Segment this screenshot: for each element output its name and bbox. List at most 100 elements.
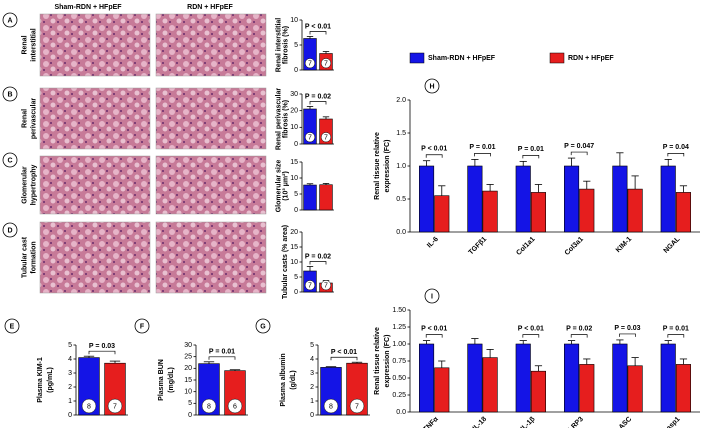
y-tick-label: 2 [68,384,72,391]
y-tick-label: 5 [310,342,314,349]
p-value: P = 0.02 [566,325,592,332]
y-axis-label: Renal tissue relative [374,327,381,395]
panel-letter: A [7,17,12,24]
legend-swatch [549,52,565,64]
row-label: Renal [21,109,28,128]
bar [419,165,435,233]
p-value: P = 0.02 [305,93,331,100]
n-label-circle [320,132,332,143]
significance-bracket [309,261,327,265]
p-value: P < 0.01 [331,349,357,356]
y-axis-label: (g/dL) [290,370,297,389]
error-bar [567,340,576,344]
y-tick-label: 15 [290,159,298,166]
histology-image [39,221,151,294]
y-axis-label: Plasma KIM-1 [37,357,44,403]
error-bar [631,357,639,366]
significance-bracket [474,153,491,157]
y-tick-label: 0.5 [396,196,406,203]
n-label: 8 [329,403,333,410]
significance-bracket [570,151,588,156]
histology-image [39,13,151,77]
error-bar [109,360,121,364]
error-bar [83,355,95,358]
p-value: P < 0.01 [518,325,544,332]
error-bar [664,158,672,166]
error-bar [471,158,479,166]
bar [319,184,333,211]
error-bar [306,106,314,109]
y-tick-label: 0 [294,141,298,148]
significance-bracket [522,155,540,159]
y-tick-label: 5 [294,191,298,198]
p-value: P = 0.01 [518,146,544,153]
error-bar [306,183,314,186]
significance-bracket [330,356,358,361]
panel-letter: I [431,293,433,300]
p-value: P < 0.01 [421,325,447,332]
panel-letter: C [7,157,12,164]
n-label: 7 [308,135,312,142]
error-bar [203,361,215,364]
row-label: interstitial [30,28,37,62]
bar [482,190,498,233]
bar [303,184,317,211]
panel-letter-circle [424,288,440,304]
significance-bracket [309,101,327,105]
row-label: formation [30,241,37,273]
y-axis-label: (mg/dL) [168,367,175,393]
error-bar [322,116,330,119]
error-bar [229,369,241,371]
bar [530,370,546,413]
panel-letter-circle [2,222,18,238]
y-tick-label: 1.25 [392,324,406,331]
row-label: Tubular cast [21,236,28,278]
error-bar [438,185,446,196]
y-tick-label: 3 [310,370,314,377]
n-label: 7 [308,61,312,68]
significance-bracket [667,153,685,157]
y-tick-label: 25 [184,354,192,361]
error-bar [567,157,576,166]
y-tick-label: 0.75 [392,358,406,365]
x-tick-label: Col1a1 [515,236,536,257]
bar [612,343,628,413]
bar [627,365,643,413]
x-tick-label: IL-6 [426,236,440,250]
n-label-circle [304,58,316,69]
y-axis-label: (pg/mL) [47,367,54,393]
panel-letter: B [7,91,12,98]
n-label-circle [320,58,332,69]
significance-bracket [667,334,685,338]
y-axis-label: (10³ μm²) [282,171,289,201]
significance-bracket [88,350,116,355]
panel-letter: E [10,323,15,330]
bar [660,165,676,233]
panel-letter-circle [2,12,18,28]
n-label-circle [349,398,365,414]
y-tick-label: 1 [310,398,314,405]
y-tick-label: 0.0 [396,229,406,236]
panel-letter-circle [2,86,18,102]
n-label: 7 [113,403,117,410]
y-axis-label: expression (FC) [384,140,391,193]
y-axis-label: fibrosis (%) [282,26,289,64]
x-tick-label: Col3a1 [564,236,585,257]
error-bar [616,339,624,344]
panel-letter-circle [4,318,20,334]
n-label: 7 [324,135,328,142]
x-tick-label: TGFβ1 [468,236,489,257]
n-label-circle [201,398,217,414]
n-label-circle [323,398,339,414]
bar [482,357,498,413]
histology-image [155,87,267,150]
significance-bracket [522,334,540,338]
y-tick-label: 0.25 [392,392,406,399]
y-tick-label: 10 [290,17,298,24]
y-axis-label: Renal perivascular [275,88,282,151]
y-axis-label: Plasma BUN [158,359,165,401]
error-bar [616,152,624,166]
y-tick-label: 1.0 [396,163,406,170]
p-value: P = 0.047 [564,143,594,150]
error-bar [422,160,431,166]
